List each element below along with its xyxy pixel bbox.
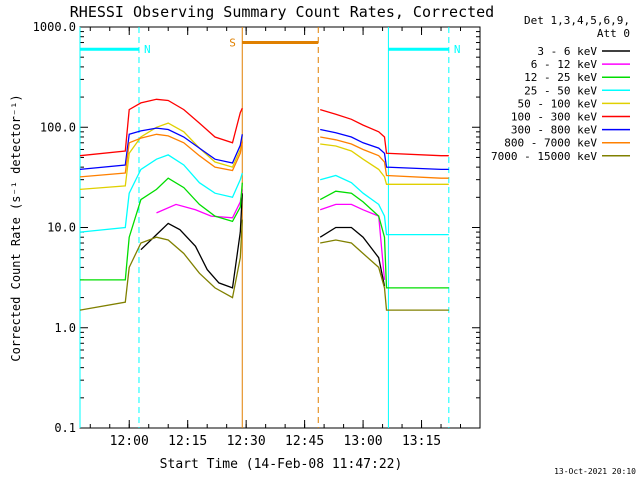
x-tick-label: 12:30 [227,434,266,449]
legend-header-line-1: Det 1,3,4,5,6,9, [524,14,630,27]
annotation-label: N [144,43,151,56]
series-line-3 [79,154,449,236]
plot-frame [79,26,481,429]
series-line-5 [79,98,449,157]
legend-label: 50 - 100 keV [518,97,598,110]
legend-label: 7000 - 15000 keV [491,150,597,163]
series-line-2 [80,177,449,289]
legend-label: 300 - 800 keV [511,124,597,137]
x-tick-label: 13:00 [344,434,383,449]
x-axis-label: Start Time (14-Feb-08 11:47:22) [160,457,403,472]
legend-label: 6 - 12 keV [531,58,598,71]
y-tick-label: 100.0 [40,120,76,134]
legend-header-line-2: Att 0 [597,27,630,40]
series-line-7 [79,133,449,179]
legend-label: 100 - 300 keV [511,111,597,124]
y-tick-label: 0.1 [54,421,76,435]
x-tick-label: 13:15 [402,434,441,449]
annotation-label: N [454,43,461,56]
series-line-4 [79,122,449,191]
y-tick-label: 10.0 [47,221,76,235]
footer-date: 13-Oct-2021 20:10 [554,467,636,476]
y-tick-label: 1.0 [54,321,76,335]
x-tick-label: 12:15 [168,434,207,449]
legend-label: 12 - 25 keV [524,71,597,84]
series-line-0 [140,193,386,289]
legend-label: 3 - 6 keV [537,45,597,58]
legend-label: 25 - 50 keV [524,84,597,97]
x-tick-label: 12:45 [285,434,324,449]
series-line-6 [79,127,449,171]
chart-title: RHESSI Observing Summary Count Rates, Co… [70,3,494,21]
annotation-label: S [229,37,236,50]
y-axis-label: Corrected Count Rate (s⁻¹ detector⁻¹) [9,94,23,361]
x-tick-label: 12:00 [110,434,149,449]
series-line-8 [79,219,449,311]
series-line-1 [156,189,386,280]
y-tick-label: 1000.0 [33,20,76,34]
plot-area: 0.1 1.0 10.0 100.0 1000.0 12:00 12:15 12:30 12:4… [33,20,630,449]
legend-label: 800 - 7000 keV [504,137,597,150]
